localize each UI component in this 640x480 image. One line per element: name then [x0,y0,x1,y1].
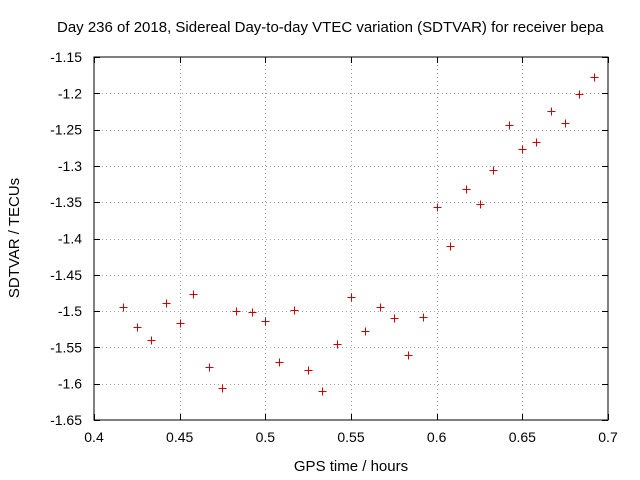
data-point-marker [347,293,356,302]
data-point-marker [275,358,284,367]
data-points [119,73,599,396]
y-tick-label: -1.6 [58,376,82,392]
data-point-marker [590,73,599,82]
data-point-marker [147,336,156,345]
y-tick-label: -1.15 [50,49,82,65]
x-tick-label: 0.4 [84,429,104,445]
y-tick-label: -1.3 [58,158,82,174]
x-tick-label: 0.7 [598,429,618,445]
data-point-marker [119,303,128,312]
grid-lines [94,57,608,420]
data-point-marker [318,387,327,396]
x-tick-label: 0.6 [427,429,447,445]
x-tick-label: 0.45 [166,429,193,445]
data-point-marker [419,313,428,322]
data-point-marker [205,363,214,372]
y-tick-label: -1.55 [50,339,82,355]
data-point-marker [232,307,241,316]
y-tick-labels: -1.15 -1.2 -1.25 -1.3 -1.35 -1.4 -1.45 -1.5 -1.5… [50,49,82,428]
data-point-marker [390,314,399,323]
data-point-marker [505,121,514,130]
y-tick-label: -1.5 [58,303,82,319]
data-point-marker [189,290,198,299]
y-axis-title: SDTVAR / TECUs [6,178,23,298]
data-point-marker [489,166,498,175]
data-point-marker [518,145,527,154]
y-tick-label: -1.4 [58,231,82,247]
data-point-marker [261,317,270,326]
data-point-marker [476,200,485,209]
data-point-marker [304,366,313,375]
y-tick-label: -1.45 [50,267,82,283]
data-point-marker [561,119,570,128]
data-point-marker [333,340,342,349]
data-point-marker [248,308,257,317]
data-point-marker [133,323,142,332]
data-point-marker [376,303,385,312]
data-point-marker [547,107,556,116]
data-point-marker [404,351,413,360]
chart-title: Day 236 of 2018, Sidereal Day-to-day VTE… [57,19,604,36]
data-point-marker [462,185,471,194]
data-point-marker [176,319,185,328]
y-tick-label: -1.65 [50,412,82,428]
data-point-marker [218,384,227,393]
x-tick-label: 0.5 [256,429,276,445]
x-axis-title: GPS time / hours [294,458,408,475]
y-tick-label: -1.25 [50,122,82,138]
data-point-marker [575,90,584,99]
data-point-marker [433,203,442,212]
x-tick-labels: 0.4 0.45 0.5 0.55 0.6 0.65 0.7 [84,429,618,445]
x-tick-label: 0.55 [337,429,364,445]
y-tick-label: -1.35 [50,194,82,210]
data-point-marker [446,242,455,251]
data-point-marker [361,327,370,336]
tick-marks [94,57,609,421]
y-tick-label: -1.2 [58,85,82,101]
data-point-marker [532,138,541,147]
data-point-marker [290,306,299,315]
x-tick-label: 0.65 [509,429,536,445]
data-point-marker [162,299,171,308]
